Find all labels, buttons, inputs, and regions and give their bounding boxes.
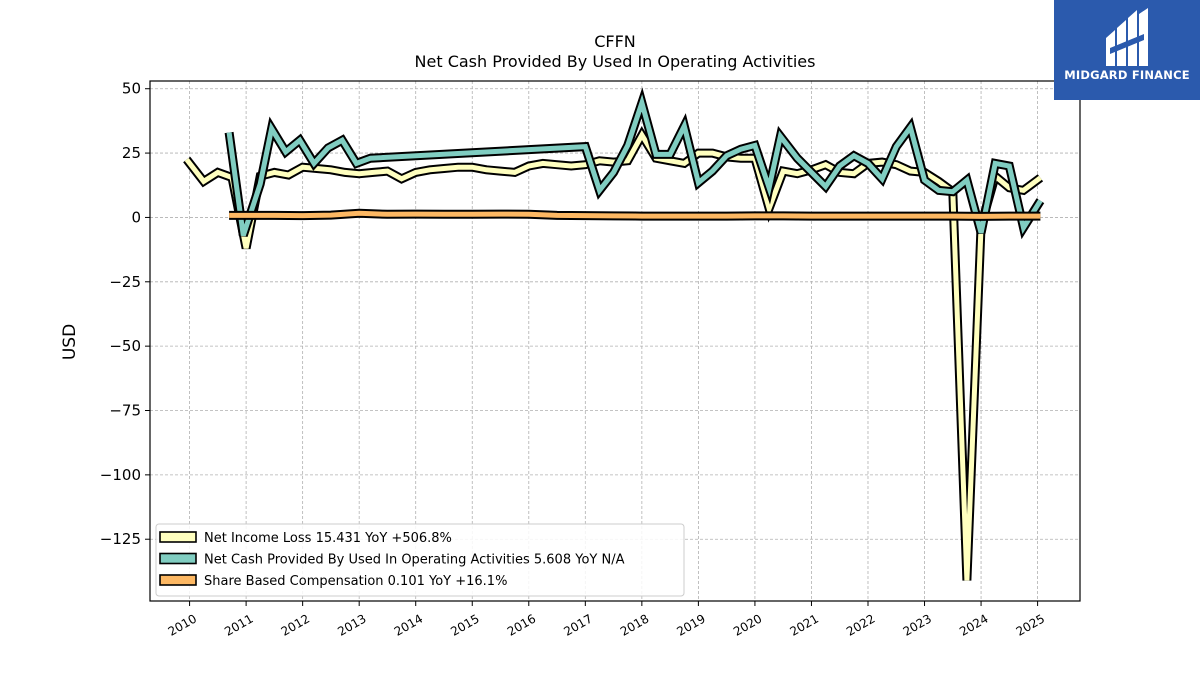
legend-swatch <box>159 574 197 586</box>
y-axis-label: USD <box>60 324 80 360</box>
brand-name: MIDGARD FINANCE <box>1064 68 1190 82</box>
series-line-3 <box>229 208 1041 221</box>
x-tick-label: 2015 <box>448 611 481 638</box>
x-tick-label: 2022 <box>844 611 877 638</box>
plot-lines <box>183 87 1045 581</box>
series-line-1 <box>183 126 1044 581</box>
x-tick-label: 2021 <box>788 611 821 638</box>
y-tick-label: 0 <box>131 208 141 226</box>
midgard-logo-icon <box>1106 8 1148 66</box>
x-tick-label: 2011 <box>222 611 255 638</box>
legend-entry: Share Based Compensation 0.101 YoY +16.1… <box>204 574 507 589</box>
legend-entry: Net Income Loss 15.431 YoY +506.8% <box>204 531 452 546</box>
x-tick-label: 2025 <box>1014 611 1047 638</box>
x-tick-label: 2016 <box>505 611 538 638</box>
chart-title: CFFN <box>594 32 636 51</box>
x-tick-label: 2013 <box>335 611 368 638</box>
x-tick-label: 2023 <box>901 611 934 638</box>
y-tick-label: 25 <box>122 144 141 162</box>
y-tick-label: −75 <box>109 402 141 420</box>
legend-entry: Net Cash Provided By Used In Operating A… <box>204 553 625 568</box>
legend-box <box>155 523 685 597</box>
y-tick-label: −125 <box>100 530 141 548</box>
legend-swatch <box>159 552 197 565</box>
brand-logo: MIDGARD FINANCE <box>1054 0 1200 100</box>
y-tick-label: −25 <box>109 273 141 291</box>
legend: Net Income Loss 15.431 YoY +506.8% Net Ca… <box>155 523 685 597</box>
x-tick-label: 2020 <box>731 611 764 638</box>
series-line-2 <box>224 87 1045 240</box>
x-tick-label: 2017 <box>561 611 594 638</box>
x-tick-label: 2018 <box>618 611 651 638</box>
chart-subtitle: Net Cash Provided By Used In Operating A… <box>415 52 816 71</box>
y-tick-label: 50 <box>122 80 141 98</box>
x-tick-label: 2019 <box>674 611 707 638</box>
plot-frame <box>149 80 1081 602</box>
x-tick-label: 2024 <box>957 611 990 638</box>
y-tick-label: −50 <box>109 337 141 355</box>
legend-swatch <box>159 531 197 543</box>
y-tick-label: −100 <box>100 466 141 484</box>
x-tick-label: 2010 <box>166 611 199 638</box>
x-tick-label: 2014 <box>392 611 425 638</box>
x-tick-label: 2012 <box>279 611 312 638</box>
